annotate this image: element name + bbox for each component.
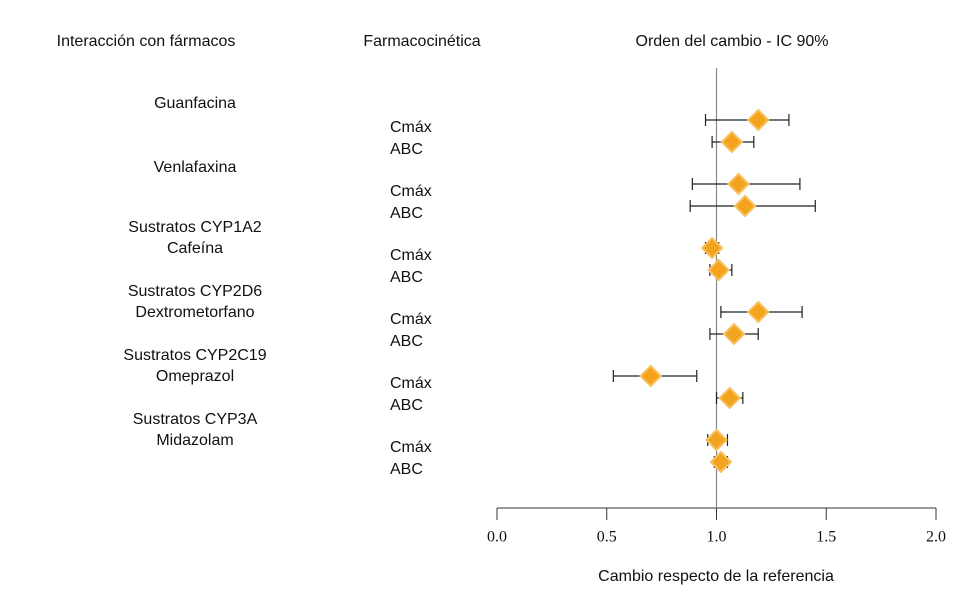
pk-label: Cmáx — [390, 183, 432, 200]
pk-label: ABC — [390, 141, 423, 158]
group-label: Sustratos CYP2D6 — [128, 283, 262, 300]
group-label: Cafeína — [167, 240, 223, 257]
x-tick-label: 1.0 — [707, 529, 727, 546]
pk-label: Cmáx — [390, 247, 432, 264]
column-header: Farmacocinética — [363, 33, 480, 50]
point-estimate — [707, 258, 731, 282]
point-estimate — [733, 194, 757, 218]
group-label: Sustratos CYP3A — [133, 411, 258, 428]
pk-label: ABC — [390, 205, 423, 222]
x-tick-label: 2.0 — [926, 529, 946, 546]
x-axis-label: Cambio respecto de la referencia — [598, 568, 834, 585]
group-label: Sustratos CYP2C19 — [123, 347, 266, 364]
column-header: Orden del cambio - IC 90% — [636, 33, 829, 50]
x-tick-label: 1.5 — [816, 529, 836, 546]
group-label: Midazolam — [156, 432, 233, 449]
group-label: Sustratos CYP1A2 — [128, 219, 262, 236]
pk-label: ABC — [390, 461, 423, 478]
point-estimate — [709, 450, 733, 474]
point-estimate — [705, 428, 728, 452]
pk-label: Cmáx — [390, 119, 432, 136]
point-estimate — [700, 236, 724, 260]
point-estimate — [639, 364, 663, 388]
x-tick-label: 0.0 — [487, 529, 507, 546]
x-tick-label: 0.5 — [597, 529, 617, 546]
group-label: Dextrometorfano — [135, 304, 254, 321]
group-label: Venlafaxina — [154, 159, 237, 176]
point-estimate — [727, 172, 750, 196]
group-label: Omeprazol — [156, 368, 234, 385]
pk-label: Cmáx — [390, 311, 432, 328]
pk-label: Cmáx — [390, 439, 432, 456]
point-estimate — [720, 130, 744, 154]
point-estimate — [722, 322, 746, 346]
group-label: Guanfacina — [154, 95, 236, 112]
point-estimate — [718, 386, 742, 410]
column-header: Interacción con fármacos — [57, 33, 236, 50]
pk-label: Cmáx — [390, 375, 432, 392]
point-estimate — [746, 300, 770, 324]
pk-label: ABC — [390, 397, 423, 414]
point-estimate — [746, 108, 770, 132]
pk-label: ABC — [390, 269, 423, 286]
pk-label: ABC — [390, 333, 423, 350]
